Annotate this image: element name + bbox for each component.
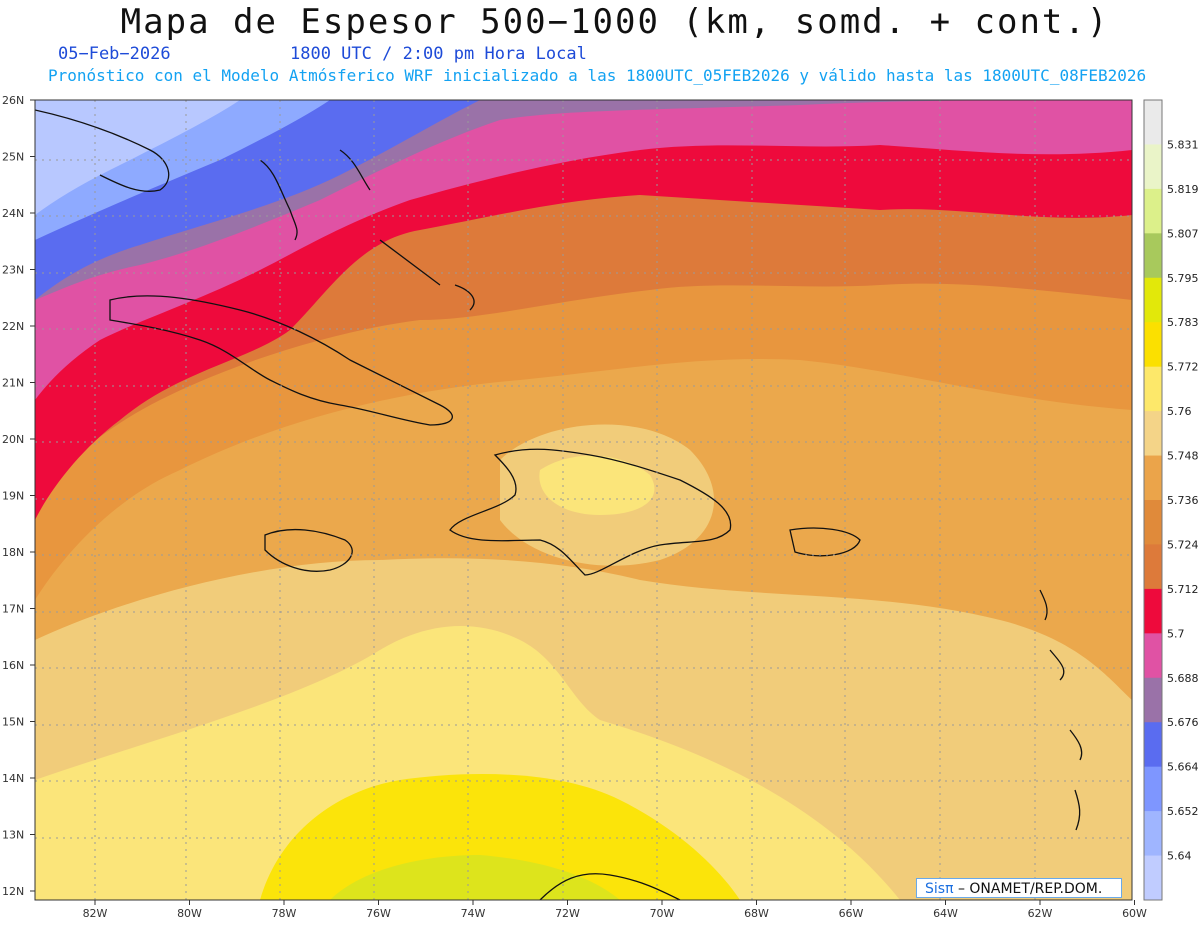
colorbar-label: 5.688 bbox=[1167, 672, 1199, 685]
colorbar-swatch bbox=[1144, 722, 1162, 768]
colorbar-label: 5.772 bbox=[1167, 361, 1199, 374]
lon-label: 78W bbox=[272, 907, 297, 920]
lon-label: 66W bbox=[839, 907, 864, 920]
colorbar-label: 5.64 bbox=[1167, 850, 1192, 863]
colorbar-frame bbox=[1143, 99, 1163, 901]
colorbar-label: 5.664 bbox=[1167, 761, 1199, 774]
florida-coast bbox=[35, 109, 170, 192]
lat-label: 20N bbox=[2, 433, 24, 446]
lat-label: 17N bbox=[2, 603, 24, 616]
lon-label: 60W bbox=[1122, 907, 1147, 920]
colorbar-label: 5.652 bbox=[1167, 805, 1199, 818]
lon-label: 82W bbox=[83, 907, 108, 920]
colorbar-swatch bbox=[1144, 855, 1162, 901]
colorbar-label: 5.712 bbox=[1167, 583, 1199, 596]
colorbar: 5.831 5.819 5.807 5.795 5.783 5.772 5.76 5.748 5… bbox=[1143, 99, 1199, 901]
colorbar-label: 5.748 bbox=[1167, 450, 1199, 463]
map-title: Mapa de Espesor 500−1000 (km, somd. + co… bbox=[120, 2, 1110, 42]
forecast-date: 05−Feb−2026 bbox=[58, 44, 171, 64]
colorbar-swatch bbox=[1144, 633, 1162, 679]
lat-label: 14N bbox=[2, 772, 24, 785]
colorbar-label: 5.676 bbox=[1167, 716, 1199, 729]
lat-label: 23N bbox=[2, 264, 24, 277]
colorbar-label: 5.831 bbox=[1167, 138, 1199, 151]
lon-label: 62W bbox=[1028, 907, 1053, 920]
thickness-fill bbox=[35, 100, 1132, 900]
puerto-rico-coast bbox=[789, 527, 861, 557]
lat-label: 13N bbox=[2, 829, 24, 842]
colorbar-label: 5.724 bbox=[1167, 538, 1199, 551]
colorbar-swatch bbox=[1144, 277, 1162, 323]
lon-label: 68W bbox=[744, 907, 769, 920]
grid-lines bbox=[35, 100, 1132, 900]
lon-label: 74W bbox=[461, 907, 486, 920]
lat-label: 26N bbox=[2, 94, 24, 107]
sispi-logo: Sisπ bbox=[925, 881, 954, 897]
coastlines bbox=[35, 109, 1083, 900]
colorbar-label: 5.807 bbox=[1167, 227, 1199, 240]
bahamas-coast bbox=[259, 159, 298, 241]
lat-label: 12N bbox=[2, 885, 24, 898]
lon-label: 72W bbox=[555, 907, 580, 920]
colorbar-swatch bbox=[1144, 544, 1162, 590]
colorbar-swatch bbox=[1144, 500, 1162, 545]
lon-label: 76W bbox=[366, 907, 391, 920]
colorbar-label: 5.819 bbox=[1167, 183, 1199, 196]
colorbar-label: 5.795 bbox=[1167, 272, 1199, 285]
south-america-coast bbox=[539, 873, 681, 900]
latitude-axis: 26N 25N 24N 23N 22N 21N 20N 19N 18N 17N 16N 15N 14N 1… bbox=[2, 94, 35, 898]
lat-label: 22N bbox=[2, 320, 24, 333]
jamaica-coast bbox=[264, 528, 353, 572]
colorbar-label: 5.76 bbox=[1167, 405, 1192, 418]
colorbar-label: 5.7 bbox=[1167, 627, 1185, 640]
lat-label: 24N bbox=[2, 207, 24, 220]
colorbar-swatch bbox=[1144, 322, 1162, 368]
hispaniola-coast bbox=[449, 448, 732, 576]
lat-label: 25N bbox=[2, 151, 24, 164]
lat-label: 15N bbox=[2, 716, 24, 729]
colorbar-label: 5.736 bbox=[1167, 494, 1199, 507]
credit-box: Sisπ – ONAMET/REP.DOM. bbox=[916, 878, 1122, 898]
lat-label: 16N bbox=[2, 659, 24, 672]
colorbar-swatch bbox=[1144, 455, 1162, 501]
colorbar-swatch bbox=[1144, 188, 1162, 234]
colorbar-swatch bbox=[1144, 677, 1162, 723]
lat-label: 18N bbox=[2, 546, 24, 559]
lon-label: 70W bbox=[650, 907, 675, 920]
cuba-coast bbox=[109, 295, 453, 426]
colorbar-swatch bbox=[1144, 100, 1162, 145]
colorbar-swatch bbox=[1144, 588, 1162, 634]
colorbar-swatch bbox=[1144, 144, 1162, 190]
lat-label: 19N bbox=[2, 490, 24, 503]
colorbar-swatch bbox=[1144, 766, 1162, 812]
credit-text: – ONAMET/REP.DOM. bbox=[953, 881, 1103, 897]
lat-label: 21N bbox=[2, 377, 24, 390]
colorbar-swatch bbox=[1144, 811, 1162, 857]
forecast-description: Pronóstico con el Modelo Atmósferico WRF… bbox=[48, 66, 1147, 85]
longitude-axis: 82W 80W 78W 76W 74W 72W 70W 68W 66W 64W 62W 60W bbox=[83, 900, 1147, 920]
colorbar-label: 5.783 bbox=[1167, 316, 1199, 329]
lon-label: 80W bbox=[177, 907, 202, 920]
colorbar-swatch bbox=[1144, 411, 1162, 457]
colorbar-swatch bbox=[1144, 366, 1162, 412]
forecast-time: 1800 UTC / 2:00 pm Hora Local bbox=[290, 44, 587, 64]
map-frame bbox=[34, 99, 1133, 901]
colorbar-swatch bbox=[1144, 233, 1162, 279]
lon-label: 64W bbox=[933, 907, 958, 920]
